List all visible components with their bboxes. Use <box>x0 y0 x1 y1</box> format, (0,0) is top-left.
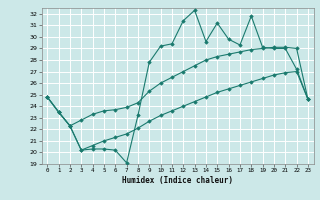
X-axis label: Humidex (Indice chaleur): Humidex (Indice chaleur) <box>122 176 233 185</box>
